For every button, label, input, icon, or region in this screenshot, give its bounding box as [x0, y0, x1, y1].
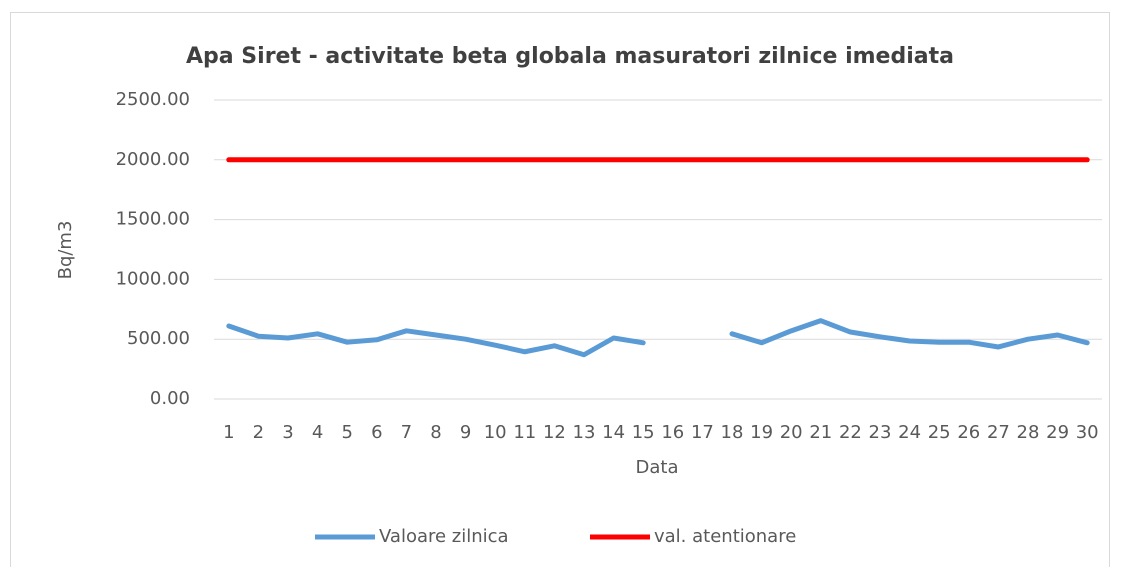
y-tick-label: 1000.00	[116, 268, 190, 289]
x-tick-label: 10	[484, 422, 507, 443]
x-tick-label: 1	[223, 422, 234, 443]
x-tick-label: 20	[780, 422, 803, 443]
x-tick-label: 17	[691, 422, 714, 443]
x-tick-label: 24	[898, 422, 921, 443]
x-tick-label: 14	[602, 422, 625, 443]
x-tick-label: 12	[543, 422, 566, 443]
x-tick-label: 19	[750, 422, 773, 443]
y-tick-label: 2500.00	[116, 89, 190, 110]
x-tick-label: 18	[721, 422, 744, 443]
y-tick-label: 500.00	[127, 328, 190, 349]
x-tick-label: 21	[809, 422, 832, 443]
x-tick-label: 27	[987, 422, 1010, 443]
x-tick-label: 11	[513, 422, 536, 443]
chart-border	[10, 12, 1110, 567]
chart-title: Apa Siret - activitate beta globala masu…	[186, 44, 954, 69]
legend-label: Valoare zilnica	[379, 526, 509, 547]
x-tick-label: 29	[1046, 422, 1069, 443]
x-tick-label: 6	[371, 422, 382, 443]
x-tick-label: 5	[341, 422, 352, 443]
x-tick-label: 25	[928, 422, 951, 443]
x-tick-label: 15	[632, 422, 655, 443]
data-line	[226, 318, 1090, 358]
x-tick-label: 7	[401, 422, 412, 443]
x-tick-label: 26	[957, 422, 980, 443]
x-tick-label: 2	[253, 422, 264, 443]
y-tick-label: 1500.00	[116, 209, 190, 230]
x-tick-label: 3	[282, 422, 293, 443]
x-tick-label: 22	[839, 422, 862, 443]
x-tick-label: 16	[661, 422, 684, 443]
x-tick-label: 8	[430, 422, 441, 443]
y-axis-label: Bq/m3	[55, 221, 76, 280]
x-tick-label: 13	[573, 422, 596, 443]
x-tick-label: 28	[1017, 422, 1040, 443]
x-tick-label: 30	[1076, 422, 1099, 443]
x-tick-label: 4	[312, 422, 323, 443]
x-tick-label: 23	[869, 422, 892, 443]
y-tick-label: 2000.00	[116, 149, 190, 170]
y-tick-label: 0.00	[150, 388, 190, 409]
x-axis-label: Data	[636, 457, 679, 478]
x-tick-label: 9	[460, 422, 471, 443]
legend-label: val. atentionare	[654, 526, 796, 547]
